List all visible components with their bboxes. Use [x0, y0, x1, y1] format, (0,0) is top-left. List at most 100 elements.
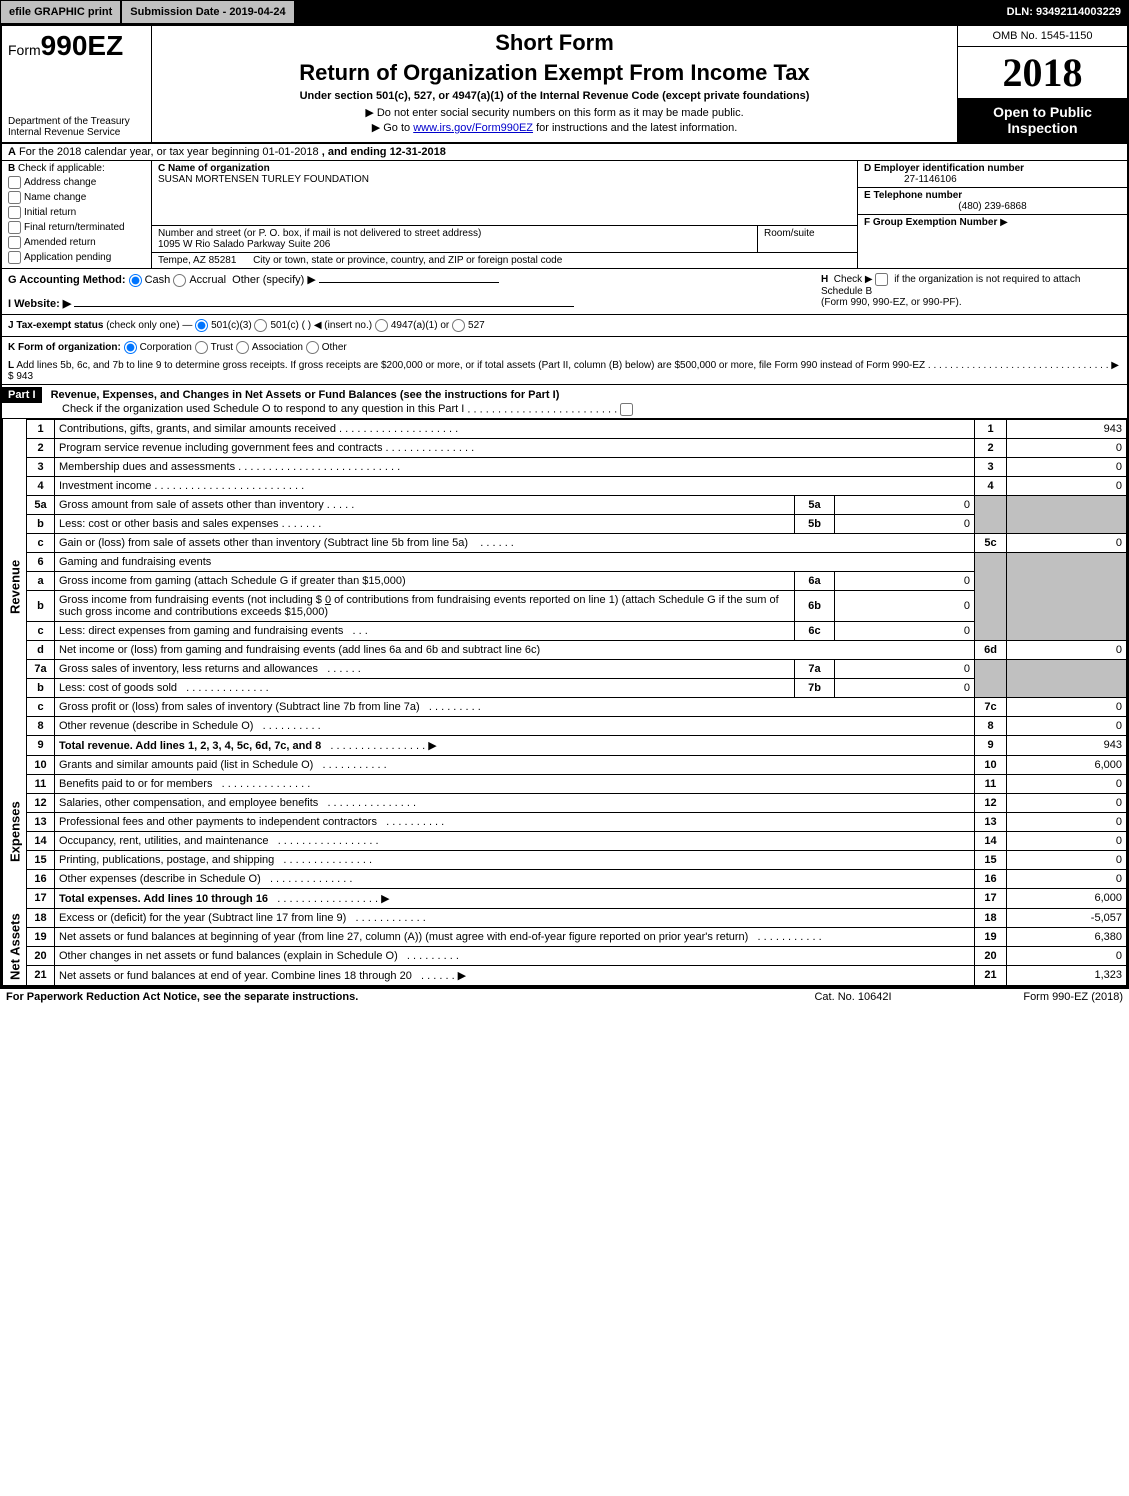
radio-cash[interactable] [129, 274, 142, 287]
topbar-spacer [295, 0, 999, 24]
radio-trust[interactable] [195, 341, 208, 354]
form-header: Form990EZ Department of the Treasury Int… [2, 26, 1127, 144]
addr-label: Number and street (or P. O. box, if mail… [158, 228, 481, 239]
radio-accrual[interactable] [173, 274, 186, 287]
radio-527[interactable] [452, 319, 465, 332]
section-b-through-f: B Check if applicable: Address change Na… [2, 161, 1127, 269]
l20-rv: 0 [1007, 946, 1127, 965]
l12-rn: 12 [975, 793, 1007, 812]
l9-text-span: Total revenue. Add lines 1, 2, 3, 4, 5c,… [59, 740, 321, 752]
l7c-rv: 0 [1007, 697, 1127, 716]
e-label: E Telephone number [864, 190, 962, 201]
h-label: H [821, 274, 828, 285]
chk-final-return-box[interactable] [8, 221, 21, 234]
j-label: J Tax-exempt status [8, 320, 103, 331]
f-arrow: ▶ [1000, 217, 1008, 228]
chk-amended-return[interactable]: Amended return [8, 236, 145, 249]
l7b-mn: 7b [795, 678, 835, 697]
open-to-public: Open to Public Inspection [958, 98, 1127, 142]
chk-address-change[interactable]: Address change [8, 176, 145, 189]
line-17-row: 17 Total expenses. Add lines 10 through … [3, 888, 1127, 908]
chk-initial-return-box[interactable] [8, 206, 21, 219]
l7b-mv: 0 [835, 678, 975, 697]
radio-assoc[interactable] [236, 341, 249, 354]
l7ab-shade-rn [975, 659, 1007, 697]
other-specify-line[interactable] [319, 282, 499, 283]
l6d-num: d [27, 640, 55, 659]
cell-e: E Telephone number (480) 239-6868 [858, 188, 1127, 215]
chk-schedule-b[interactable] [875, 273, 888, 286]
l5a-text-span: Gross amount from sale of assets other t… [59, 499, 324, 511]
c-value: SUSAN MORTENSEN TURLEY FOUNDATION [158, 174, 369, 185]
l13-rv: 0 [1007, 812, 1127, 831]
form-number: Form990EZ [8, 30, 145, 62]
k-assoc: Association [252, 342, 303, 353]
l6c-mn: 6c [795, 621, 835, 640]
l14-num: 14 [27, 831, 55, 850]
cell-c-city: Tempe, AZ 85281 City or town, state or p… [152, 253, 857, 268]
city-label: City or town, state or province, country… [253, 255, 562, 266]
k-corp: Corporation [140, 342, 192, 353]
l5c-num: c [27, 533, 55, 552]
l6b-mv: 0 [835, 590, 975, 621]
l7b-num: b [27, 678, 55, 697]
chk-initial-return[interactable]: Initial return [8, 206, 145, 219]
radio-4947[interactable] [375, 319, 388, 332]
chk-address-change-box[interactable] [8, 176, 21, 189]
j-o2: 501(c) ( ) ◀ (insert no.) [270, 320, 372, 331]
radio-other[interactable] [306, 341, 319, 354]
l18-text: Excess or (deficit) for the year (Subtra… [55, 908, 975, 927]
header-right: OMB No. 1545-1150 2018 Open to Public In… [957, 26, 1127, 142]
l6b-text: Gross income from fundraising events (no… [55, 590, 795, 621]
short-form-title: Short Form [158, 30, 951, 56]
line-16-row: 16 Other expenses (describe in Schedule … [3, 869, 1127, 888]
header-center: Short Form Return of Organization Exempt… [152, 26, 957, 142]
l7a-mn: 7a [795, 659, 835, 678]
chk-application-pending-box[interactable] [8, 251, 21, 264]
line-12-row: 12 Salaries, other compensation, and emp… [3, 793, 1127, 812]
line-10-row: Expenses 10 Grants and similar amounts p… [3, 755, 1127, 774]
l3-rv: 0 [1007, 457, 1127, 476]
chk-final-return[interactable]: Final return/terminated [8, 221, 145, 234]
l21-text: Net assets or fund balances at end of ye… [55, 965, 975, 985]
chk-name-change[interactable]: Name change [8, 191, 145, 204]
radio-501c[interactable] [254, 319, 267, 332]
row-k: K Form of organization: Corporation Trus… [2, 337, 1127, 358]
irs-link[interactable]: www.irs.gov/Form990EZ [413, 122, 533, 134]
l5a-mv: 0 [835, 495, 975, 514]
l20-text-span: Other changes in net assets or fund bala… [59, 950, 398, 962]
l8-rv: 0 [1007, 716, 1127, 735]
efile-print-button[interactable]: efile GRAPHIC print [0, 0, 121, 24]
l11-text-span: Benefits paid to or for members [59, 778, 212, 790]
l3-rn: 3 [975, 457, 1007, 476]
chk-schedule-o-part1[interactable] [620, 403, 633, 416]
part1-header: Part I [2, 387, 42, 403]
line-11-row: 11 Benefits paid to or for members . . .… [3, 774, 1127, 793]
chk-name-change-box[interactable] [8, 191, 21, 204]
chk-application-pending[interactable]: Application pending [8, 251, 145, 264]
line-21-row: 21 Net assets or fund balances at end of… [3, 965, 1127, 985]
radio-501c3[interactable] [195, 319, 208, 332]
l15-text: Printing, publications, postage, and shi… [55, 850, 975, 869]
col-c: C Name of organization SUSAN MORTENSEN T… [152, 161, 857, 268]
website-line[interactable] [74, 306, 574, 307]
l5a-mn: 5a [795, 495, 835, 514]
col-g: G Accounting Method: Cash Accrual Other … [8, 273, 821, 310]
l21-rn: 21 [975, 965, 1007, 985]
l9-num: 9 [27, 735, 55, 755]
l16-rv: 0 [1007, 869, 1127, 888]
instr2-prefix: ▶ Go to [372, 122, 413, 134]
row-cdef: C Name of organization SUSAN MORTENSEN T… [152, 161, 1127, 268]
dept-line1: Department of the Treasury [8, 116, 145, 127]
radio-corp[interactable] [124, 341, 137, 354]
row-g: G Accounting Method: Cash Accrual Other … [8, 273, 821, 287]
chk-amended-return-box[interactable] [8, 236, 21, 249]
l11-num: 11 [27, 774, 55, 793]
l6-num: 6 [27, 552, 55, 571]
accrual-label: Accrual [189, 274, 226, 286]
line-8-row: 8 Other revenue (describe in Schedule O)… [3, 716, 1127, 735]
row-gh: G Accounting Method: Cash Accrual Other … [2, 269, 1127, 315]
l9-text: Total revenue. Add lines 1, 2, 3, 4, 5c,… [55, 735, 975, 755]
line-5b-row: b Less: cost or other basis and sales ex… [3, 514, 1127, 533]
g-label: G Accounting Method: [8, 274, 126, 286]
